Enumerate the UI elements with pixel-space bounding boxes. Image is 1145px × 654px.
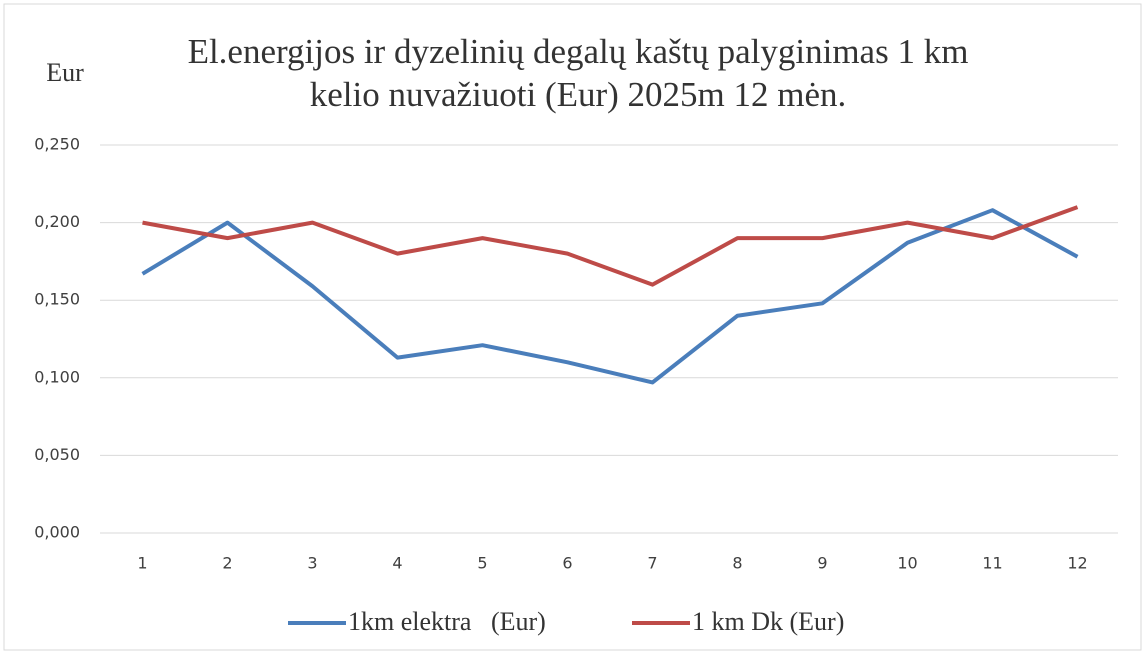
y-tick-label: 0,100 [34,367,80,386]
legend-label: 1km elektra (Eur) [348,607,546,636]
x-tick-label: 12 [1067,554,1087,573]
x-tick-label: 1 [137,554,147,573]
chart-frame [3,3,1142,651]
x-tick-label: 7 [647,554,657,573]
x-tick-label: 8 [732,554,742,573]
x-tick-label: 2 [222,554,232,573]
x-tick-label: 10 [897,554,917,573]
legend-label: 1 km Dk (Eur) [692,607,844,636]
x-tick-label: 6 [562,554,572,573]
x-tick-label: 3 [307,554,317,573]
x-tick-label: 11 [982,554,1002,573]
y-tick-label: 0,200 [34,212,80,231]
x-tick-label: 5 [477,554,487,573]
chart-title: kelio nuvažiuoti (Eur) 2025m 12 mėn. [310,75,847,114]
y-tick-label: 0,150 [34,290,80,309]
line-series [141,208,1079,385]
x-tick-label: 9 [817,554,827,573]
line-series [142,205,1079,287]
y-tick-label: 0,250 [34,135,80,154]
y-tick-label: 0,050 [34,445,80,464]
y-axis-label: Eur [46,58,84,87]
y-tick-label: 0,000 [34,523,80,542]
chart-title: El.energijos ir dyzelinių degalų kaštų p… [188,32,969,71]
x-tick-label: 4 [392,554,402,573]
